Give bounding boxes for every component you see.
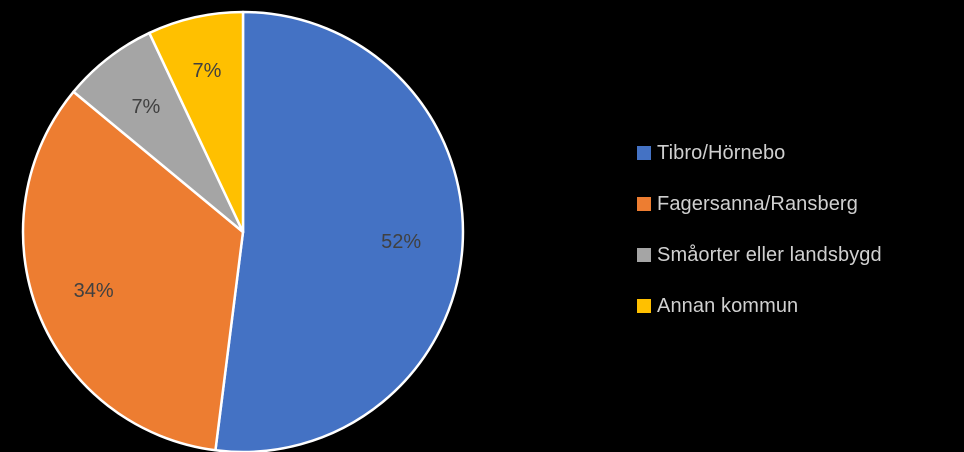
data-label: 7% [131,96,160,118]
legend-item-fagersanna-ransberg: Fagersanna/Ransberg [637,191,882,217]
legend-label: Fagersanna/Ransberg [657,192,858,215]
data-label: 52% [381,231,421,253]
pie-slice-tibro-hörnebo [214,10,465,452]
pie-slice-fagersanna-ransberg [21,90,245,452]
legend-swatch-yellow [637,299,651,313]
data-label: 7% [193,60,222,82]
legend-item-annan-kommun: Annan kommun [637,293,882,319]
legend-swatch-orange [637,197,651,211]
chart-legend: Tibro/Hörnebo Fagersanna/Ransberg Småort… [637,140,882,344]
legend-label: Annan kommun [657,294,799,317]
legend-item-smaorter-landsbygd: Småorter eller landsbygd [637,242,882,268]
data-label: 34% [74,280,114,302]
legend-label: Tibro/Hörnebo [657,141,786,164]
pie-data-labels: 52% 34% 7% 7% [74,60,422,302]
pie-slice-annan-kommun [148,10,245,234]
legend-swatch-gray [637,248,651,262]
legend-item-tibro-hornebo: Tibro/Hörnebo [637,140,882,166]
pie-slices [21,10,465,452]
legend-swatch-blue [637,146,651,160]
legend-label: Småorter eller landsbygd [657,243,882,266]
